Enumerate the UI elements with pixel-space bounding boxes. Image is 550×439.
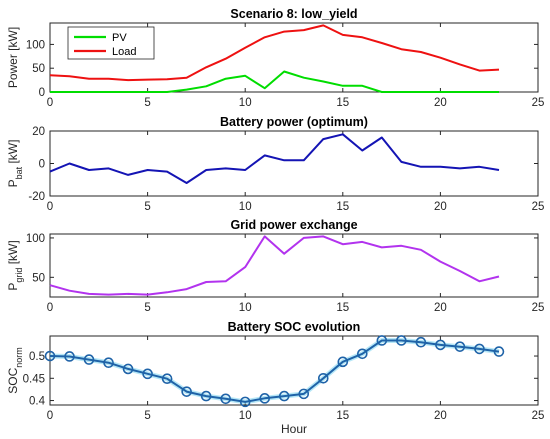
- data-point: [337, 356, 349, 368]
- series-line-1: [49, 339, 500, 403]
- data-point: [396, 335, 407, 346]
- data-point: [239, 396, 251, 408]
- y-tick-label-0-4: 0.4: [29, 396, 46, 408]
- data-point: [298, 388, 310, 400]
- x-axis-label: Hour: [281, 422, 307, 436]
- data-point: [200, 390, 212, 402]
- y-tick-label-100: 100: [26, 233, 45, 245]
- data-point: [259, 393, 271, 404]
- x-tick-label-5: 5: [144, 201, 150, 213]
- chart-title: Scenario 8: low_yield: [230, 7, 357, 21]
- y-tick-label-0: 0: [39, 159, 45, 171]
- data-point: [83, 354, 95, 365]
- x-tick-label-25: 25: [532, 302, 545, 314]
- data-point: [415, 336, 427, 348]
- legend-label-pv: PV: [112, 32, 127, 44]
- x-tick-label-20: 20: [434, 201, 447, 213]
- subplot-1: Scenario 8: low_yield 0 5 10 15 20 25 0 50 100 Pow…: [6, 7, 544, 109]
- legend: PV Load: [67, 26, 155, 60]
- data-point: [44, 350, 56, 362]
- data-point: [317, 372, 329, 384]
- x-tick-label-0: 0: [47, 302, 53, 314]
- data-point: [103, 357, 114, 369]
- data-point: [122, 363, 134, 375]
- y-axis-label: Pbat [kW]: [6, 140, 24, 188]
- x-tick-label-20: 20: [434, 97, 447, 109]
- y-tick-label-100: 100: [26, 39, 45, 51]
- x-tick-label-20: 20: [434, 410, 447, 422]
- x-tick-label-25: 25: [532, 410, 545, 422]
- series-line-load: [49, 24, 500, 82]
- y-tick-label-20: 20: [32, 126, 45, 138]
- data-point: [493, 346, 505, 357]
- chart-title: Grid power exchange: [230, 218, 357, 232]
- x-tick-label-10: 10: [239, 201, 252, 213]
- data-point: [161, 373, 173, 385]
- x-tick-label-5: 5: [144, 97, 150, 109]
- chart-title: Battery power (optimum): [220, 115, 368, 129]
- subplot-4: Battery SOC evolution 0 5 10 15 20 25 0.4 0.45 0.…: [6, 320, 544, 422]
- series-line-pv: [50, 70, 499, 93]
- x-tick-label-0: 0: [47, 201, 53, 213]
- subplot-3: Grid power exchange 0 5 10 15 20 25 50 100Pgrid …: [6, 218, 544, 314]
- data-point: [142, 368, 153, 380]
- data-point: [376, 335, 388, 346]
- y-tick-label-50: 50: [32, 272, 45, 284]
- data-point: [181, 386, 192, 397]
- data-point: [357, 348, 368, 360]
- axes-frame: [49, 130, 539, 197]
- x-tick-label-0: 0: [47, 97, 53, 109]
- x-tick-label-20: 20: [434, 302, 447, 314]
- x-tick-label-0: 0: [47, 410, 53, 422]
- data-point: [454, 341, 466, 352]
- x-tick-label-15: 15: [336, 410, 349, 422]
- y-tick-label-0-45: 0.45: [23, 373, 45, 385]
- x-tick-label-5: 5: [144, 410, 150, 422]
- series-line-1: [49, 235, 500, 296]
- x-tick-label-10: 10: [239, 410, 252, 422]
- legend-label-load: Load: [112, 46, 136, 58]
- subplot-2: Battery power (optimum)0 5 10 15 20 25-20020P…: [6, 115, 544, 213]
- y-axis-label: SOCnorm: [6, 347, 24, 394]
- y-tick-label-0: 0: [39, 87, 45, 99]
- x-tick-label-10: 10: [239, 97, 252, 109]
- y-tick-label-50: 50: [32, 63, 45, 75]
- axes-frame: [49, 233, 539, 298]
- legend-box: [67, 26, 155, 60]
- chart-title: Battery SOC evolution: [228, 320, 361, 334]
- x-tick-label-15: 15: [336, 302, 349, 314]
- x-tick-label-25: 25: [532, 97, 545, 109]
- y-axis-label: Pgrid [kW]: [6, 240, 24, 290]
- x-tick-label-15: 15: [336, 97, 349, 109]
- x-tick-label-5: 5: [144, 302, 150, 314]
- data-point: [435, 339, 446, 351]
- series-line-1: [49, 133, 500, 184]
- y-axis-label: Power [kW]: [6, 27, 20, 88]
- data-point: [220, 393, 231, 405]
- x-tick-label-25: 25: [532, 201, 545, 213]
- y-tick-label-0-5: 0.5: [29, 351, 45, 363]
- data-point: [278, 390, 290, 402]
- x-tick-label-15: 15: [336, 201, 349, 213]
- data-point: [474, 343, 485, 355]
- x-tick-label-10: 10: [239, 302, 252, 314]
- data-point: [64, 351, 75, 362]
- y-tick-label--20: -20: [28, 191, 45, 203]
